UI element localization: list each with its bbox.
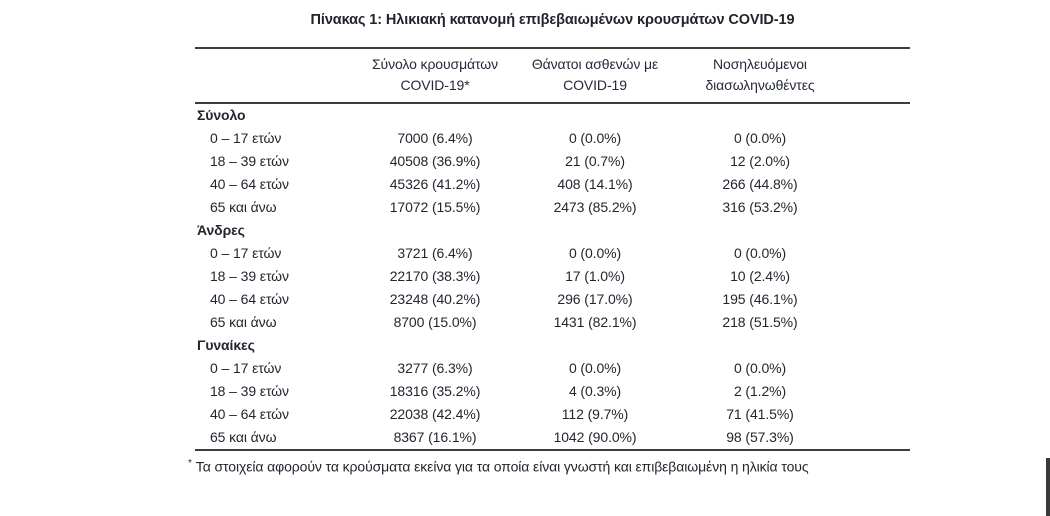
- intubated-value: 316 (53.2%): [722, 199, 798, 215]
- table-row: 65 και άνω 8367 (16.1%) 1042 (90.0%) 98 …: [195, 426, 910, 449]
- table-title: Πίνακας 1: Ηλικιακή κατανομή επιβεβαιωμέ…: [310, 12, 795, 28]
- cases-value: 22170 (38.3%): [389, 268, 481, 284]
- cases-value: 3277 (6.3%): [397, 360, 473, 376]
- covid-age-distribution-table: Σύνολο κρουσμάτων COVID-19* Θάνατοι ασθε…: [195, 47, 910, 451]
- age-group-label: 0 – 17 ετών: [210, 130, 282, 146]
- age-group-label: 18 – 39 ετών: [210, 268, 289, 284]
- table-row: 40 – 64 ετών 23248 (40.2%) 296 (17.0%) 1…: [195, 288, 910, 311]
- section-header-row: Γυναίκες: [195, 334, 910, 357]
- age-group-label: 40 – 64 ετών: [210, 176, 289, 192]
- age-group-label: 0 – 17 ετών: [210, 360, 282, 376]
- age-group-label: 40 – 64 ετών: [210, 291, 289, 307]
- age-group-label: 40 – 64 ετών: [210, 406, 289, 422]
- deaths-value: 21 (0.7%): [565, 153, 625, 169]
- age-group-label: 0 – 17 ετών: [210, 245, 282, 261]
- intubated-value: 98 (57.3%): [726, 429, 794, 445]
- intubated-value: 12 (2.0%): [730, 153, 790, 169]
- intubated-value: 2 (1.2%): [733, 383, 787, 399]
- section-label: Σύνολο: [197, 107, 246, 123]
- table-row: 65 και άνω 8700 (15.0%) 1431 (82.1%) 218…: [195, 311, 910, 334]
- cases-value: 45326 (41.2%): [389, 176, 481, 192]
- deaths-value: 112 (9.7%): [561, 406, 629, 422]
- header-cell-total-cases: Σύνολο κρουσμάτων COVID-19*: [355, 54, 515, 96]
- table-row: 18 – 39 ετών 40508 (36.9%) 21 (0.7%) 12 …: [195, 150, 910, 173]
- header-line: Νοσηλευόμενοι: [713, 56, 807, 72]
- table-row: 0 – 17 ετών 3721 (6.4%) 0 (0.0%) 0 (0.0%…: [195, 242, 910, 265]
- cases-value: 23248 (40.2%): [389, 291, 481, 307]
- header-line: COVID-19*: [400, 77, 470, 93]
- table-row: 40 – 64 ετών 22038 (42.4%) 112 (9.7%) 71…: [195, 403, 910, 426]
- deaths-value: 0 (0.0%): [568, 130, 622, 146]
- table-header-row: Σύνολο κρουσμάτων COVID-19* Θάνατοι ασθε…: [195, 49, 910, 104]
- header-cell-deaths: Θάνατοι ασθενών με COVID-19: [515, 54, 675, 96]
- table-row: 18 – 39 ετών 18316 (35.2%) 4 (0.3%) 2 (1…: [195, 380, 910, 403]
- intubated-value: 10 (2.4%): [730, 268, 790, 284]
- intubated-value: 71 (41.5%): [726, 406, 794, 422]
- section-label: Άνδρες: [197, 222, 245, 238]
- intubated-value: 266 (44.8%): [722, 176, 798, 192]
- section-label: Γυναίκες: [197, 337, 255, 353]
- intubated-value: 0 (0.0%): [733, 130, 787, 146]
- intubated-value: 0 (0.0%): [733, 360, 787, 376]
- table-footnote: * Τα στοιχεία αφορούν τα κρούσματα εκείνα…: [188, 454, 910, 477]
- header-cell-intubated: Νοσηλευόμενοι διασωληνωθέντες: [675, 54, 845, 96]
- section-header-row: Σύνολο: [195, 104, 910, 127]
- cases-value: 7000 (6.4%): [397, 130, 473, 146]
- deaths-value: 0 (0.0%): [568, 245, 622, 261]
- age-group-label: 18 – 39 ετών: [210, 153, 289, 169]
- header-line: Θάνατοι ασθενών με: [531, 56, 659, 72]
- intubated-value: 195 (46.1%): [722, 291, 798, 307]
- age-group-label: 65 και άνω: [210, 314, 277, 330]
- deaths-value: 0 (0.0%): [568, 360, 622, 376]
- page-edge-bar: [1046, 458, 1050, 516]
- deaths-value: 17 (1.0%): [565, 268, 625, 284]
- deaths-value: 2473 (85.2%): [553, 199, 637, 215]
- table-row: 18 – 39 ετών 22170 (38.3%) 17 (1.0%) 10 …: [195, 265, 910, 288]
- deaths-value: 1042 (90.0%): [553, 429, 637, 445]
- age-group-label: 65 και άνω: [210, 429, 277, 445]
- cases-value: 3721 (6.4%): [397, 245, 473, 261]
- cases-value: 8700 (15.0%): [393, 314, 477, 330]
- section-header-row: Άνδρες: [195, 219, 910, 242]
- header-line: Σύνολο κρουσμάτων: [371, 56, 499, 72]
- table-row: 0 – 17 ετών 7000 (6.4%) 0 (0.0%) 0 (0.0%…: [195, 127, 910, 150]
- cases-value: 8367 (16.1%): [393, 429, 477, 445]
- age-group-label: 18 – 39 ετών: [210, 383, 289, 399]
- cases-value: 18316 (35.2%): [389, 383, 481, 399]
- intubated-value: 0 (0.0%): [733, 245, 787, 261]
- table-row: 0 – 17 ετών 3277 (6.3%) 0 (0.0%) 0 (0.0%…: [195, 357, 910, 380]
- table-row: 65 και άνω 17072 (15.5%) 2473 (85.2%) 31…: [195, 196, 910, 219]
- age-group-label: 65 και άνω: [210, 199, 277, 215]
- header-line: COVID-19: [563, 77, 627, 93]
- footnote-text: Τα στοιχεία αφορούν τα κρούσματα εκείνα …: [195, 458, 809, 475]
- deaths-value: 408 (14.1%): [557, 176, 633, 192]
- deaths-value: 4 (0.3%): [568, 383, 622, 399]
- deaths-value: 296 (17.0%): [557, 291, 633, 307]
- intubated-value: 218 (51.5%): [722, 314, 798, 330]
- footnote-marker: *: [188, 458, 192, 469]
- deaths-value: 1431 (82.1%): [553, 314, 637, 330]
- cases-value: 17072 (15.5%): [389, 199, 481, 215]
- cases-value: 22038 (42.4%): [389, 406, 481, 422]
- header-line: διασωληνωθέντες: [705, 77, 815, 93]
- table-row: 40 – 64 ετών 45326 (41.2%) 408 (14.1%) 2…: [195, 173, 910, 196]
- cases-value: 40508 (36.9%): [389, 153, 481, 169]
